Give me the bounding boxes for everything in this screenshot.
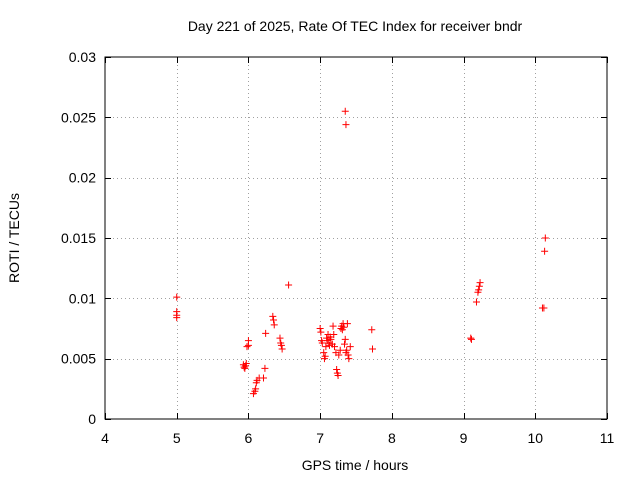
data-point [329,322,337,330]
data-point [341,335,349,343]
data-point [342,121,350,129]
data-point [269,312,277,320]
data-point [476,279,484,287]
data-point [368,345,376,353]
data-point [317,328,325,336]
data-point [345,355,353,363]
data-point [334,372,342,380]
y-tick-label: 0 [88,411,96,427]
y-tick-label: 0.02 [69,170,96,186]
data-point [320,349,328,357]
data-point [475,282,483,290]
data-point [346,343,354,351]
data-point [327,335,335,343]
axis-ticks [105,57,608,420]
data-point [243,343,251,351]
data-point [278,345,286,353]
data-points [173,107,549,398]
y-axis-label: ROTI / TECUs [6,193,22,283]
data-point [330,343,338,351]
data-point [276,334,284,342]
data-point [318,339,326,347]
data-point [368,326,376,334]
data-point [340,323,348,331]
data-point [316,325,324,332]
data-point [344,351,352,359]
data-point [259,374,267,382]
data-point [541,247,549,255]
data-point [321,352,329,360]
x-tick-label: 8 [388,430,396,446]
data-point [540,304,548,312]
data-point [270,316,278,324]
y-tick-label: 0.03 [69,49,96,65]
x-tick-label: 4 [101,430,109,446]
data-point [330,331,338,339]
x-axis-label: GPS time / hours [302,457,409,473]
data-point [244,337,252,345]
data-point [322,343,330,351]
data-point [325,341,333,349]
x-tick-label: 5 [173,430,181,446]
y-tick-label: 0.015 [61,230,96,246]
x-tick-label: 10 [527,430,543,446]
data-point [467,335,475,343]
data-point [242,359,250,367]
data-point [341,107,349,115]
data-point [173,314,181,322]
x-tick-labels: 4 5 6 7 8 9 10 11 [101,430,614,446]
data-point [343,346,351,354]
data-point [333,366,341,374]
y-tick-label: 0.025 [61,109,96,125]
y-tick-labels: 0 0.005 0.01 0.015 0.02 0.025 0.03 [61,49,96,427]
y-tick-label: 0.005 [61,351,96,367]
data-point [336,346,344,354]
data-point [261,364,269,372]
data-point [541,234,549,242]
x-tick-label: 7 [316,430,324,446]
data-point [335,351,343,359]
y-tick-label: 0.01 [69,290,96,306]
chart-title: Day 221 of 2025, Rate Of TEC Index for r… [188,18,523,34]
data-point [262,329,270,337]
data-point [277,341,285,349]
x-tick-label: 6 [245,430,253,446]
data-point [173,293,181,301]
x-tick-label: 9 [460,430,468,446]
data-point [472,298,480,306]
plot-frame [104,56,608,420]
data-point [475,286,483,294]
data-point [467,334,475,342]
data-point [343,320,351,328]
grid-lines [105,57,607,419]
x-tick-label: 11 [600,430,615,446]
data-point [240,363,248,371]
data-point [270,321,278,329]
data-point [285,281,293,289]
data-point [341,340,349,348]
data-point [252,385,260,393]
